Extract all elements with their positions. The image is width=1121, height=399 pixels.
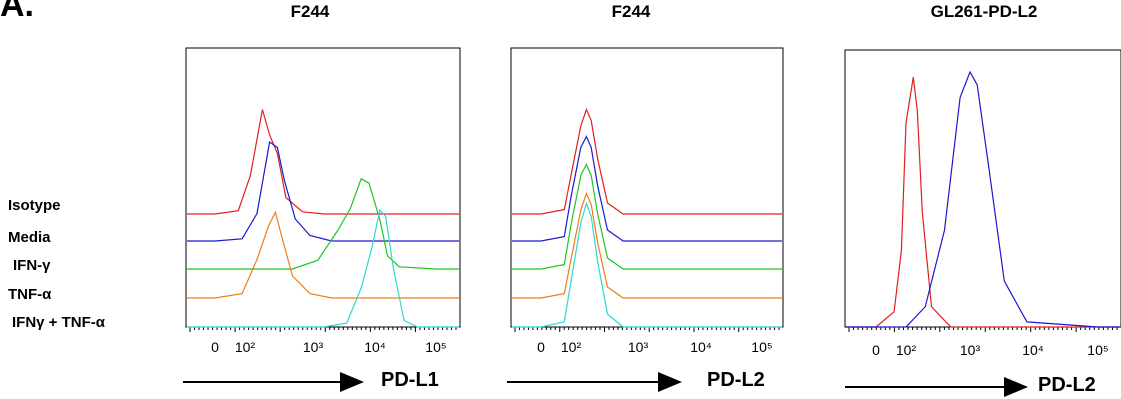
x-tick-label: 10² <box>896 342 917 358</box>
x-tick-label: 10³ <box>628 339 649 355</box>
series-line-ifn-tnf- <box>187 208 459 328</box>
panel-1-marker-label: PD-L1 <box>381 369 439 391</box>
x-tick-label: 0 <box>537 339 545 355</box>
panel-3-marker-label: PD-L2 <box>1038 374 1096 396</box>
series-line-pd-l2 <box>846 70 1120 328</box>
series-line-isotype <box>187 109 459 215</box>
x-tick-label: 0 <box>211 339 219 355</box>
series-line-tnf- <box>187 210 459 299</box>
plot-frame-2 <box>510 47 784 328</box>
series-line-media <box>187 140 459 242</box>
x-tick-label: 10⁵ <box>425 339 446 355</box>
x-tick-label: 10³ <box>303 339 324 355</box>
plot-frame-3 <box>844 49 1121 328</box>
legend-tnfa: TNF-α <box>8 286 52 303</box>
legend-ifng-tnfa: IFNγ + TNF-α <box>12 314 105 331</box>
x-tick-label: 10⁴ <box>364 339 386 355</box>
legend-isotype: Isotype <box>8 197 61 214</box>
legend-media: Media <box>8 229 51 246</box>
panel-3-title: GL261-PD-L2 <box>930 2 1038 21</box>
panel-2-marker-label: PD-L2 <box>707 369 765 391</box>
legend-ifng: IFN-γ <box>13 257 51 274</box>
x-tick-label: 10⁵ <box>1087 342 1108 358</box>
series-line-ifn- <box>187 177 459 270</box>
x-tick-label: 10⁴ <box>690 339 712 355</box>
series-line-tnf- <box>512 191 782 299</box>
x-tick-label: 10⁴ <box>1022 342 1044 358</box>
x-tick-label: 10³ <box>960 342 981 358</box>
x-tick-label: 0 <box>872 342 880 358</box>
plot-frame-1 <box>185 47 461 328</box>
series-line-isotype <box>846 77 1120 328</box>
panel-1-title: F244 <box>290 2 330 21</box>
x-tick-label: 10⁵ <box>751 339 772 355</box>
series-line-ifn- <box>512 163 782 270</box>
series-line-ifn-tnf- <box>512 201 782 328</box>
panel-2-title: F244 <box>611 2 651 21</box>
x-tick-label: 10² <box>561 339 582 355</box>
x-tick-label: 10² <box>235 339 256 355</box>
series-line-isotype <box>512 107 782 215</box>
panel-label: A. <box>0 0 34 24</box>
series-line-media <box>512 135 782 242</box>
